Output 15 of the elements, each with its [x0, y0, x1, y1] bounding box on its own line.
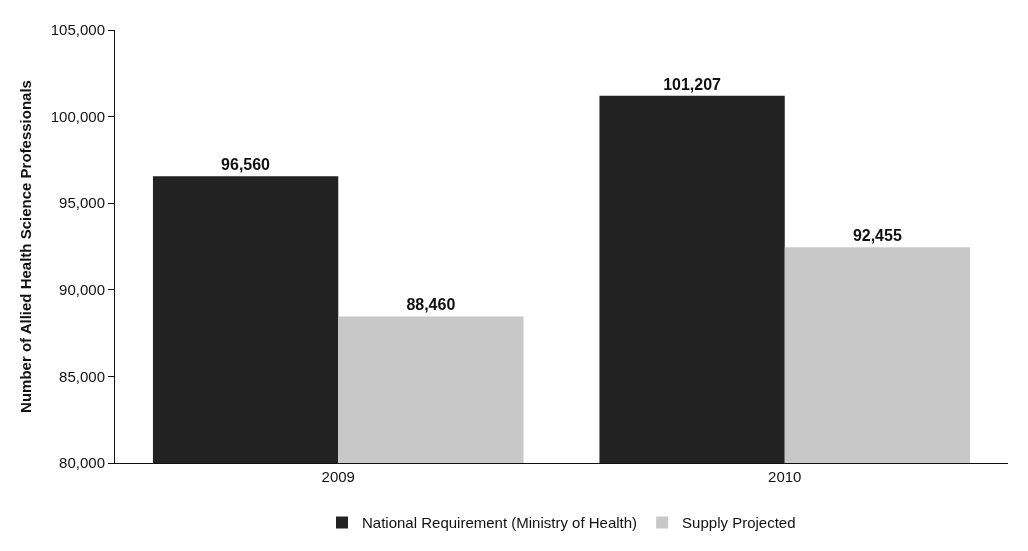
legend-label: National Requirement (Ministry of Health) [362, 514, 638, 532]
legend-label: Supply Projected [682, 514, 796, 532]
data-label: 92,455 [852, 227, 902, 245]
y-tick-label: 100,000 [50, 107, 105, 125]
x-tick-label: 2010 [768, 468, 802, 485]
y-tick-label: 90,000 [59, 281, 105, 299]
data-label: 96,560 [221, 156, 271, 174]
y-tick-label: 105,000 [50, 21, 105, 39]
data-label: 101,207 [663, 75, 722, 93]
y-tick-label: 95,000 [59, 194, 105, 212]
y-tick-label: 80,000 [59, 454, 105, 472]
x-tick-label: 2009 [321, 468, 355, 485]
y-axis-title: Number of Allied Health Science Professionals [17, 80, 35, 413]
data-label: 88,460 [406, 296, 456, 314]
y-tick-label: 85,000 [59, 367, 105, 385]
